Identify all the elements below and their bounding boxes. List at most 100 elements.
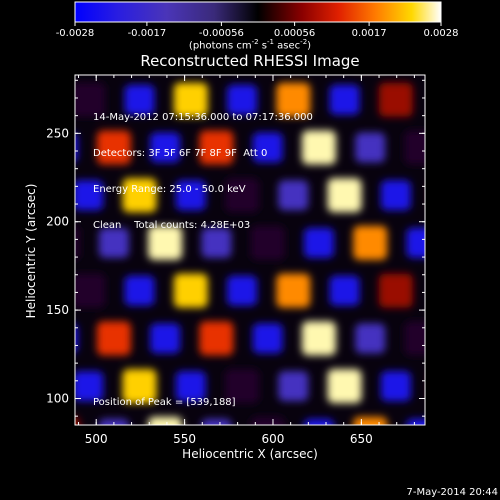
- heatmap-lobe: [175, 371, 206, 402]
- heatmap-lobe: [148, 35, 182, 69]
- colorbar-tick-label: 0.0017: [352, 28, 387, 39]
- x-tick-label: 650: [350, 432, 373, 446]
- heatmap-lobe: [252, 323, 283, 354]
- heatmap-plot: 500 550 600 650 100 150 200 250: [22, 35, 490, 451]
- heatmap-lobe: [327, 369, 362, 404]
- heatmap-lobe: [250, 416, 285, 425]
- heatmap-lobe: [173, 82, 208, 117]
- heatmap-lobe: [124, 84, 155, 115]
- colorbar-tick-label: -0.00056: [199, 28, 244, 39]
- heatmap-lobe: [406, 37, 436, 67]
- heatmap-lobe: [380, 371, 411, 402]
- heatmap-lobe: [173, 273, 208, 308]
- y-tick-label: 250: [46, 126, 69, 140]
- heatmap-lobe: [355, 132, 386, 163]
- heatmap-lobe: [96, 130, 131, 165]
- heatmap-lobe: [46, 35, 80, 69]
- unit-label-exponent: -2: [251, 38, 259, 46]
- unit-label-part: ): [307, 40, 312, 52]
- x-tick-label: 600: [262, 432, 285, 446]
- heatmap-lobe: [353, 35, 387, 69]
- colorbar-tick-label: 0.00056: [274, 28, 315, 39]
- heatmap-lobe: [355, 323, 386, 354]
- heatmap-lobe: [378, 82, 413, 117]
- heatmap-lobe: [148, 416, 183, 425]
- heatmap-lobe: [432, 85, 462, 115]
- heatmap-lobe: [75, 324, 78, 353]
- peak-position-label: Position of Peak = [539,188]: [93, 397, 236, 408]
- x-tick-label: 500: [85, 432, 108, 446]
- heatmap-lobe: [301, 321, 336, 356]
- heatmap-lobe: [199, 321, 234, 356]
- heatmap-lobe: [227, 84, 258, 115]
- y-axis-label: Heliocentric Y (arcsec): [24, 183, 38, 319]
- info-energy-range: Energy Range: 25.0 - 50.0 keV: [93, 184, 246, 195]
- heatmap-lobe: [122, 178, 157, 213]
- plot-frame: [74, 74, 426, 426]
- unit-label-part: (photons cm: [188, 40, 252, 52]
- heatmap-lobe: [75, 180, 104, 211]
- heatmap-lobe: [98, 227, 129, 258]
- heatmap-lobe: [124, 275, 155, 306]
- heatmap-lobe: [380, 180, 411, 211]
- heatmap-lobe: [122, 369, 157, 404]
- heatmap-lobe: [276, 273, 311, 308]
- colorbar-unit-label: (photons cm-2 s-1 asec-2): [0, 38, 500, 51]
- unit-label-part: s: [258, 40, 268, 52]
- heatmap-lobe: [432, 276, 462, 306]
- heatmap-lobe: [148, 225, 183, 260]
- heatmap-lobe: [75, 371, 104, 402]
- heatmap-lobe: [303, 227, 334, 258]
- heatmap-lobe: [329, 84, 360, 115]
- timestamp: 7-May-2014 20:44: [406, 487, 498, 498]
- info-block: 14-May-2012 07:15:36.000 to 07:17:36.000…: [93, 88, 313, 244]
- heatmap-lobe: [456, 417, 490, 451]
- heatmap-lobe: [329, 275, 360, 306]
- heatmap-lobe: [150, 323, 181, 354]
- heatmap-lobe: [301, 130, 336, 165]
- heatmap-lobe: [456, 35, 490, 69]
- heatmap-lobe: [353, 225, 388, 260]
- heatmap-lobe: [250, 225, 285, 260]
- x-axis-label: Heliocentric X (arcsec): [182, 447, 318, 461]
- info-detectors: Detectors: 3F 5F 6F 7F 8F 9F Att 0: [93, 148, 268, 159]
- heatmap-lobe: [22, 85, 52, 115]
- y-tick-label: 150: [46, 303, 69, 317]
- info-clean-counts: Clean Total counts: 4.28E+03: [93, 220, 251, 231]
- heatmap-lobe: [98, 418, 129, 425]
- heatmap-lobe: [456, 226, 490, 260]
- heatmap-lobe: [96, 321, 131, 356]
- heatmap-lobe: [199, 130, 234, 165]
- heatmap-lobe: [252, 132, 283, 163]
- heatmap-lobe: [276, 82, 311, 117]
- x-tick-label: 550: [173, 432, 196, 446]
- unit-label-part: asec: [274, 40, 301, 52]
- heatmap-lobe: [404, 321, 425, 356]
- info-time-range: 14-May-2012 07:15:36.000 to 07:17:36.000: [93, 112, 313, 123]
- heatmap-lobe: [458, 132, 488, 162]
- heatmap-lobe: [406, 227, 425, 258]
- heatmap-lobe: [225, 178, 260, 213]
- chart-title: Reconstructed RHESSI Image: [140, 52, 360, 70]
- unit-label-exponent: -1: [267, 38, 274, 46]
- heatmap-lobe: [378, 273, 413, 308]
- heatmap-lobe: [458, 323, 488, 353]
- colorbar-gradient: [74, 1, 442, 23]
- y-tick-label: 200: [46, 215, 69, 229]
- heatmap-lobe: [278, 371, 309, 402]
- heatmap-lobe: [175, 180, 206, 211]
- colorbar: -0.0028 -0.0017 -0.00056 0.00056 0.0017 0.002…: [56, 1, 459, 39]
- heatmap-lobe: [406, 418, 425, 425]
- heatmap-lobe: [278, 180, 309, 211]
- heatmap-lobe: [304, 37, 334, 67]
- heatmap-lobe: [227, 275, 258, 306]
- y-tick-label: 100: [46, 391, 69, 405]
- heatmap-lobe: [150, 132, 181, 163]
- heatmap-lobe: [75, 133, 78, 162]
- colorbar-tick-label: -0.0017: [128, 28, 167, 39]
- heatmap-lobe: [201, 37, 231, 67]
- heatmap-lobe: [75, 226, 80, 260]
- heatmap-lobe: [404, 130, 425, 165]
- heatmap-lobe: [251, 35, 285, 69]
- heatmap-lobe: [225, 369, 260, 404]
